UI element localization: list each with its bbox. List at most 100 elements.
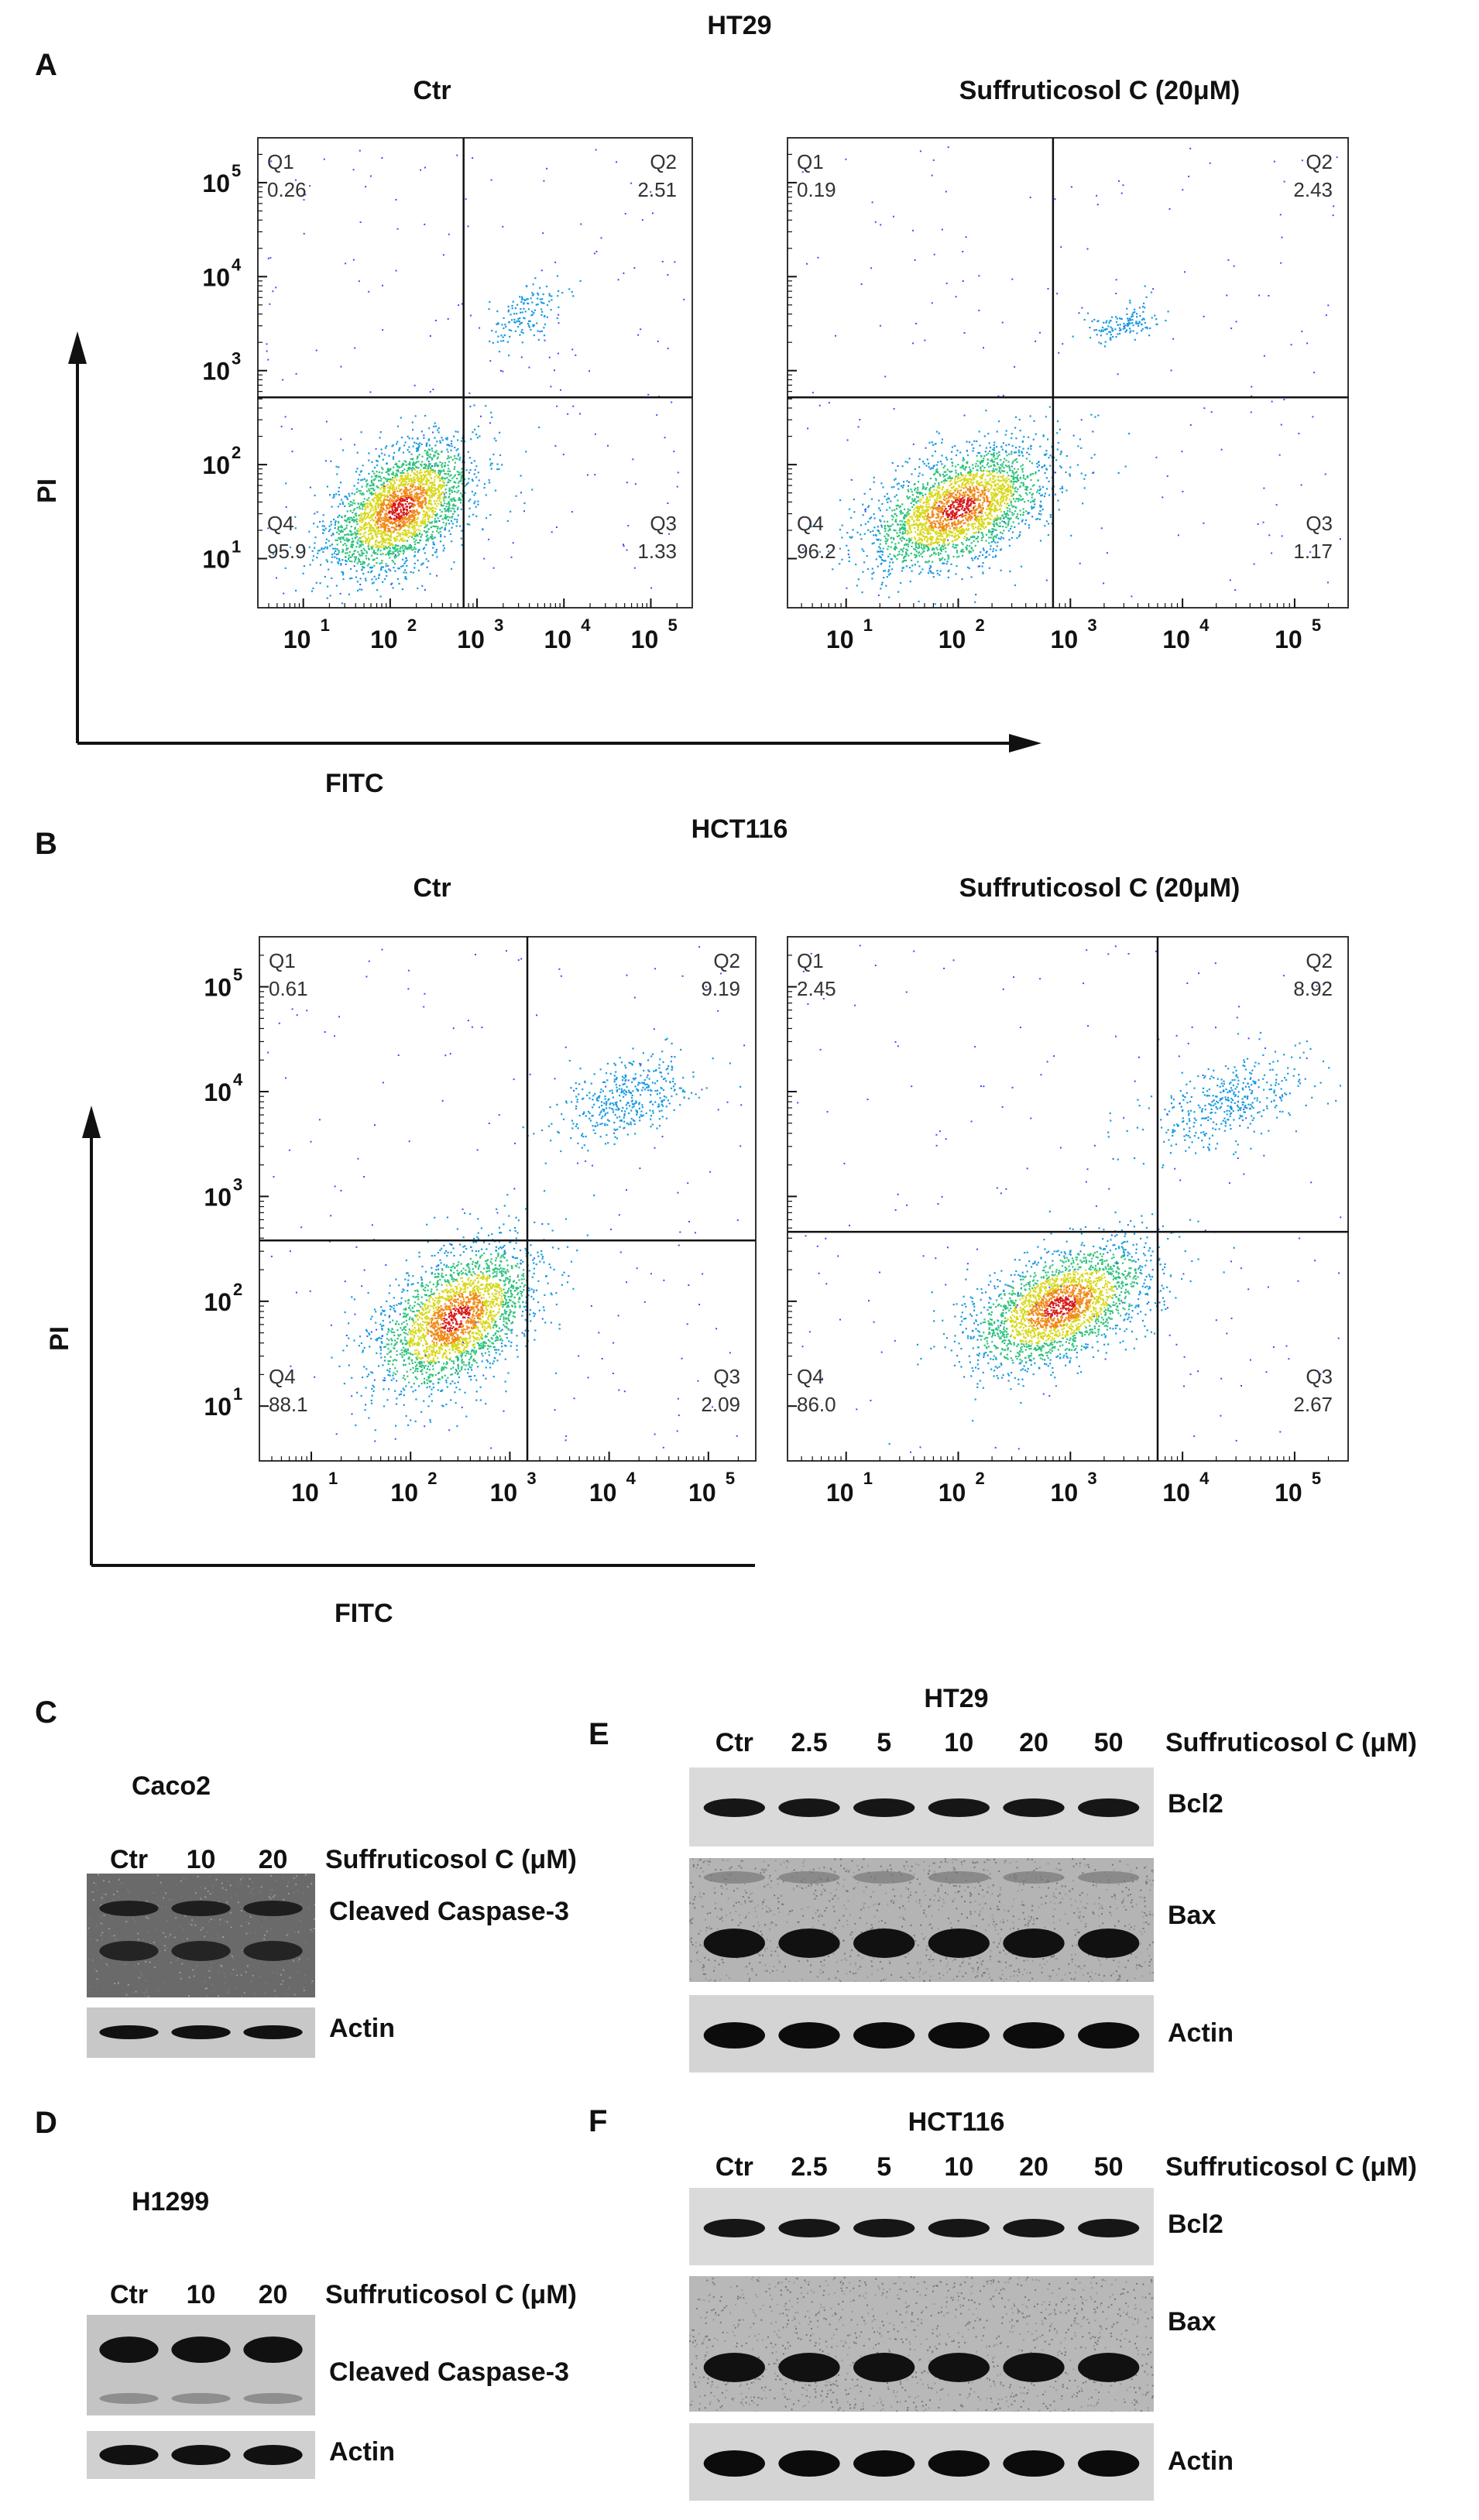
event-point	[400, 523, 402, 526]
event-point	[947, 497, 949, 499]
event-point	[327, 585, 329, 588]
event-point	[910, 539, 912, 541]
event-point	[448, 481, 450, 483]
event-point	[413, 512, 415, 514]
event-point	[921, 516, 924, 519]
event-point	[966, 488, 969, 490]
event-point	[908, 554, 910, 557]
event-point	[426, 478, 428, 480]
event-point	[395, 525, 398, 527]
event-point	[984, 482, 987, 484]
event-point	[951, 525, 953, 527]
event-point	[975, 475, 977, 477]
event-point	[650, 190, 652, 193]
event-point	[388, 568, 390, 571]
event-point	[381, 534, 384, 537]
event-point	[358, 546, 360, 548]
event-point	[520, 475, 522, 477]
event-point	[418, 525, 420, 527]
event-point	[956, 506, 959, 509]
quadrant-name: Q4	[267, 512, 294, 535]
event-point	[403, 513, 405, 516]
event-point	[345, 524, 348, 526]
event-point	[934, 499, 936, 501]
plot-a-suf-title: Suffruticosol C (20μM)	[959, 76, 1241, 105]
event-point	[1028, 524, 1030, 526]
event-point	[338, 549, 340, 552]
event-point	[905, 515, 908, 517]
event-point	[402, 471, 404, 474]
event-point	[349, 578, 352, 580]
event-point	[941, 501, 943, 503]
event-point	[955, 454, 958, 457]
event-point	[436, 513, 438, 515]
event-point	[1082, 502, 1084, 505]
event-point	[384, 526, 386, 528]
event-point	[966, 519, 968, 521]
event-point	[338, 490, 340, 492]
event-point	[366, 505, 369, 507]
event-point	[908, 490, 910, 492]
event-point	[954, 465, 957, 468]
event-point	[401, 480, 403, 483]
event-point	[989, 509, 991, 512]
event-point	[396, 466, 399, 468]
event-point	[932, 522, 934, 524]
event-point	[475, 434, 478, 436]
event-point	[382, 284, 383, 286]
event-point	[314, 547, 316, 549]
event-point	[1045, 416, 1047, 418]
event-point	[364, 578, 367, 580]
event-point	[324, 542, 328, 544]
event-point	[405, 509, 407, 511]
event-point	[580, 223, 582, 225]
event-point	[575, 354, 577, 356]
event-point	[990, 515, 993, 517]
event-point	[380, 566, 383, 568]
event-point	[424, 492, 426, 494]
event-point	[403, 549, 405, 551]
event-point	[956, 526, 958, 529]
event-point	[951, 486, 953, 489]
event-point	[376, 471, 378, 473]
event-point	[541, 298, 544, 300]
event-point	[861, 591, 863, 594]
event-point	[421, 502, 424, 505]
event-point	[897, 482, 900, 485]
event-point	[395, 486, 397, 489]
event-point	[407, 472, 409, 475]
event-point	[319, 582, 321, 585]
event-point	[427, 507, 430, 509]
event-point	[398, 550, 400, 552]
event-point	[911, 498, 914, 500]
event-point	[389, 479, 392, 482]
event-point	[393, 489, 396, 491]
event-point	[359, 545, 362, 547]
event-point	[510, 314, 512, 316]
event-point	[303, 199, 305, 201]
event-point	[461, 303, 463, 305]
event-point	[494, 489, 497, 492]
event-point	[558, 290, 560, 292]
event-point	[927, 533, 930, 535]
event-point	[921, 506, 924, 508]
event-point	[930, 543, 932, 546]
event-point	[388, 506, 391, 509]
event-point	[988, 513, 990, 515]
event-point	[984, 478, 987, 481]
event-point	[356, 532, 359, 535]
event-point	[352, 553, 355, 555]
event-point	[363, 566, 365, 569]
event-point	[1034, 503, 1036, 506]
event-point	[354, 528, 356, 530]
event-point	[362, 547, 365, 550]
event-point	[496, 463, 499, 465]
event-point	[391, 478, 393, 481]
event-point	[408, 524, 410, 526]
event-point	[427, 461, 430, 463]
event-point	[355, 556, 357, 558]
event-point	[394, 540, 396, 542]
event-point	[389, 557, 391, 559]
event-point	[1042, 434, 1045, 437]
event-point	[987, 523, 990, 526]
